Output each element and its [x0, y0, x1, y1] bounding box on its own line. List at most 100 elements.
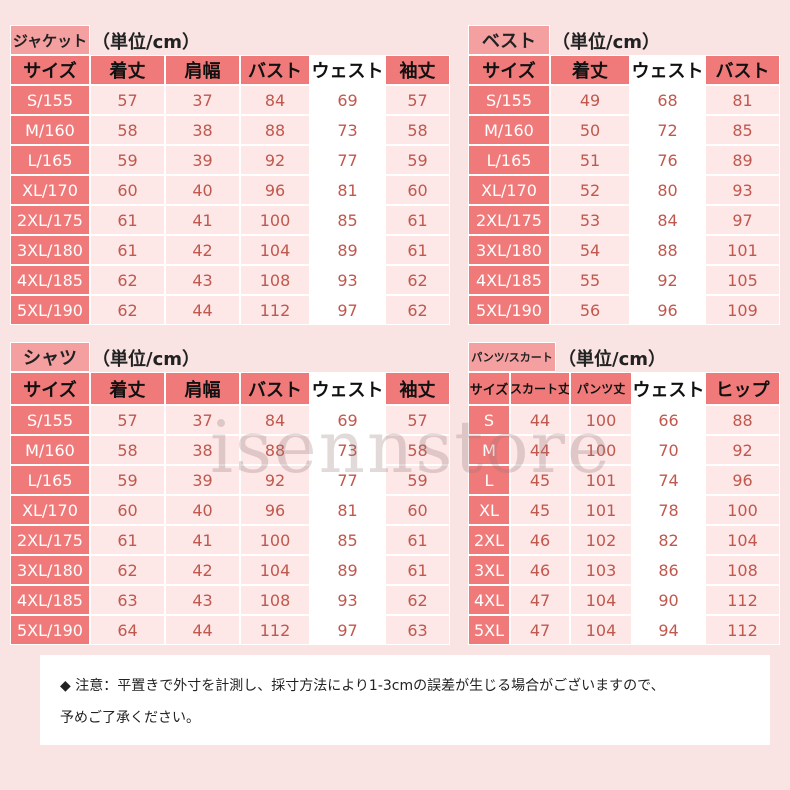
data-cell: 101 [570, 465, 632, 495]
data-cell: 89 [310, 555, 385, 585]
size-cell: 4XL/185 [10, 585, 90, 615]
data-cell: 51 [550, 145, 630, 175]
data-cell: 89 [705, 145, 780, 175]
data-cell: 104 [240, 235, 310, 265]
size-cell: 2XL/175 [10, 205, 90, 235]
data-cell: 61 [90, 235, 165, 265]
data-cell: 38 [165, 435, 240, 465]
data-cell: 45 [510, 465, 570, 495]
data-cell: 93 [310, 265, 385, 295]
data-cell: 84 [240, 85, 310, 115]
data-cell: 41 [165, 525, 240, 555]
data-cell: 57 [385, 85, 450, 115]
data-cell: 64 [90, 615, 165, 645]
size-cell: M/160 [468, 115, 550, 145]
data-cell: 81 [705, 85, 780, 115]
size-cell: XL [468, 495, 510, 525]
data-cell: 100 [240, 525, 310, 555]
data-cell: 88 [240, 115, 310, 145]
data-cell: 50 [550, 115, 630, 145]
column-header: 肩幅 [165, 372, 240, 405]
data-cell: 59 [90, 465, 165, 495]
data-cell: 108 [240, 585, 310, 615]
size-cell: 2XL/175 [468, 205, 550, 235]
data-cell: 97 [310, 295, 385, 325]
data-cell: 41 [165, 205, 240, 235]
data-cell: 60 [90, 175, 165, 205]
data-cell: 81 [310, 495, 385, 525]
unit-label: （単位/cm） [92, 349, 200, 370]
size-cell: 5XL/190 [10, 295, 90, 325]
size-cell: S/155 [468, 85, 550, 115]
column-header: スカート丈 [510, 372, 570, 405]
column-header: 着丈 [90, 372, 165, 405]
unit-label: （単位/cm） [558, 349, 666, 370]
data-cell: 72 [630, 115, 705, 145]
size-cell: 3XL/180 [10, 555, 90, 585]
data-cell: 59 [385, 465, 450, 495]
data-cell: 101 [570, 495, 632, 525]
data-cell: 44 [165, 295, 240, 325]
data-cell: 46 [510, 525, 570, 555]
data-cell: 69 [310, 85, 385, 115]
data-cell: 46 [510, 555, 570, 585]
data-cell: 92 [705, 435, 780, 465]
column-header: ウェスト [310, 372, 385, 405]
size-cell: M/160 [10, 115, 90, 145]
data-cell: 45 [510, 495, 570, 525]
data-cell: 58 [90, 435, 165, 465]
data-cell: 39 [165, 465, 240, 495]
data-cell: 61 [385, 525, 450, 555]
data-cell: 84 [630, 205, 705, 235]
note-line: 予めご了承ください。 [60, 710, 200, 726]
column-header: ウェスト [632, 372, 705, 405]
data-cell: 37 [165, 85, 240, 115]
size-cell: 4XL [468, 585, 510, 615]
data-cell: 37 [165, 405, 240, 435]
column-header: バスト [705, 55, 780, 85]
size-cell: S [468, 405, 510, 435]
data-cell: 96 [240, 175, 310, 205]
data-cell: 93 [705, 175, 780, 205]
data-cell: 85 [705, 115, 780, 145]
size-cell: L/165 [468, 145, 550, 175]
data-cell: 104 [570, 615, 632, 645]
data-cell: 62 [385, 295, 450, 325]
column-header: バスト [240, 55, 310, 85]
data-cell: 81 [310, 175, 385, 205]
watermark: isennstore [210, 405, 612, 489]
data-cell: 44 [510, 405, 570, 435]
data-cell: 108 [705, 555, 780, 585]
size-cell: S/155 [10, 85, 90, 115]
data-cell: 61 [385, 235, 450, 265]
data-cell: 59 [90, 145, 165, 175]
data-cell: 80 [630, 175, 705, 205]
data-cell: 73 [310, 115, 385, 145]
data-cell: 58 [385, 435, 450, 465]
data-cell: 100 [570, 435, 632, 465]
data-cell: 38 [165, 115, 240, 145]
data-cell: 86 [632, 555, 705, 585]
data-cell: 97 [310, 615, 385, 645]
data-cell: 61 [90, 525, 165, 555]
data-cell: 105 [705, 265, 780, 295]
data-cell: 100 [570, 405, 632, 435]
data-cell: 43 [165, 585, 240, 615]
data-cell: 44 [510, 435, 570, 465]
data-cell: 109 [705, 295, 780, 325]
data-cell: 92 [240, 145, 310, 175]
data-cell: 57 [90, 85, 165, 115]
data-cell: 54 [550, 235, 630, 265]
data-cell: 103 [570, 555, 632, 585]
data-cell: 42 [165, 235, 240, 265]
column-header: サイズ [10, 55, 90, 85]
data-cell: 57 [90, 405, 165, 435]
size-cell: XL/170 [10, 175, 90, 205]
data-cell: 44 [165, 615, 240, 645]
size-cell: 2XL/175 [10, 525, 90, 555]
column-header: サイズ [468, 55, 550, 85]
data-cell: 112 [705, 585, 780, 615]
data-cell: 88 [240, 435, 310, 465]
size-cell: L [468, 465, 510, 495]
